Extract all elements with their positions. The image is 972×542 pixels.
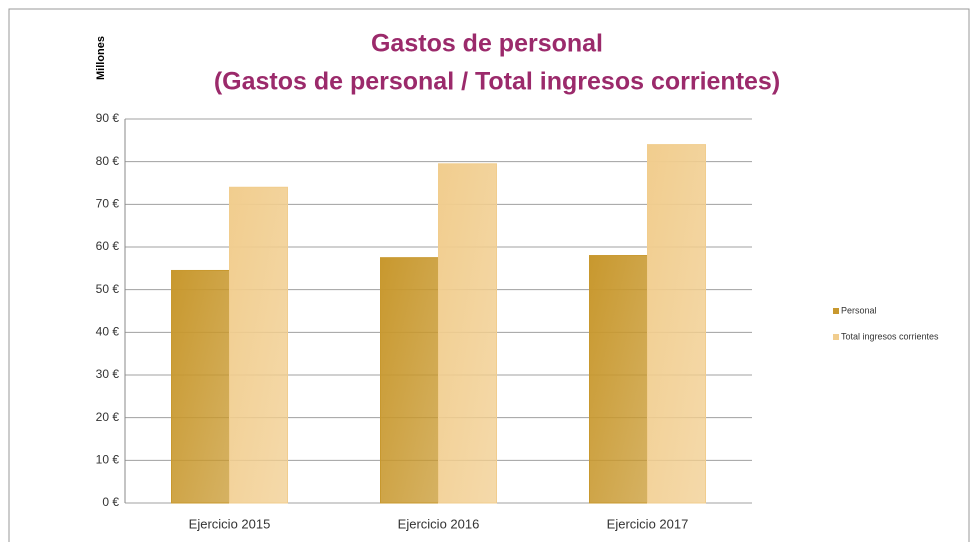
y-tick-label: 60 €	[96, 239, 120, 253]
bar	[229, 186, 288, 504]
x-tick-label: Ejercicio 2017	[607, 516, 689, 531]
y-tick-label: 70 €	[96, 197, 120, 211]
y-tick-label: 30 €	[96, 367, 120, 381]
bar	[438, 163, 497, 504]
chart-frame	[8, 8, 970, 542]
bar	[647, 144, 706, 504]
bar	[380, 257, 439, 504]
y-tick-label: 90 €	[96, 111, 120, 125]
y-tick-label: 50 €	[96, 282, 120, 296]
legend-swatch	[833, 308, 839, 314]
x-tick-label: Ejercicio 2015	[189, 516, 271, 531]
x-tick-label: Ejercicio 2016	[398, 516, 480, 531]
y-tick-label: 0 €	[102, 495, 119, 509]
y-tick-label: 40 €	[96, 325, 120, 339]
y-tick-label: 20 €	[96, 410, 120, 424]
legend-label: Personal	[841, 305, 877, 315]
chart-subtitle: (Gastos de personal / Total ingresos cor…	[214, 68, 780, 96]
legend-label: Total ingresos corrientes	[841, 331, 939, 341]
bar	[589, 255, 648, 504]
y-tick-label: 10 €	[96, 453, 120, 467]
y-tick-label: 80 €	[96, 154, 120, 168]
bar	[171, 269, 230, 504]
y-axis-label: Millones	[95, 36, 107, 80]
legend-swatch	[833, 334, 839, 340]
chart-title: Gastos de personal	[371, 30, 603, 58]
